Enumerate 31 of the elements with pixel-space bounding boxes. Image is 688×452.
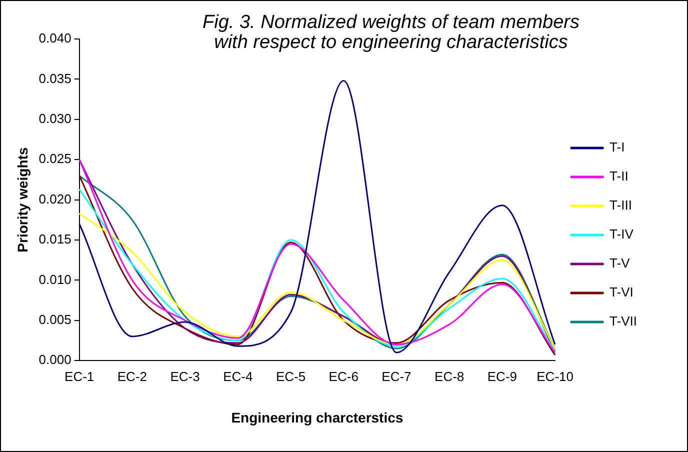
y-tick-label: 0.025 [38,151,72,166]
y-tick-label: 0.020 [38,191,72,206]
y-axis-title: Priority weights [14,147,30,252]
y-tick-label: 0.005 [38,312,72,327]
chart-title: Fig. 3. Normalized weights of team members with respect to engineering characteristics [202,12,580,53]
x-tick-label: EC-7 [382,368,412,384]
y-tick-label: 0.040 [38,30,72,46]
x-tick-label: EC-5 [276,368,306,384]
y-tick-label: 0.015 [38,232,72,247]
y-tick-label: 0.000 [38,352,72,368]
x-axis-title: Engineering charcterstics [231,409,404,426]
legend-label: T-I [610,140,625,155]
legend-label: T-IV [610,226,634,242]
line-series [78,212,556,350]
x-tick-label: EC-6 [328,368,358,384]
legend-label: T-VI [610,284,634,300]
x-tick-label: EC-10 [536,368,574,384]
y-tick-label: 0.010 [38,272,72,287]
y-tick-label: 0.035 [38,70,72,86]
x-tick-label: EC-1 [64,368,94,384]
legend-label: T-III [610,198,632,213]
x-tick-label: EC-2 [117,368,147,384]
legend-label: T-V [610,256,630,271]
legend-label: T-II [610,168,628,184]
legend-label: T-VII [610,314,638,329]
y-tick-label: 0.030 [38,110,72,126]
x-tick-label: EC-8 [434,368,464,384]
x-tick-label: EC-4 [223,368,253,384]
line-series [78,80,556,354]
x-tick-label: EC-9 [487,368,518,384]
x-tick-label: EC-3 [170,368,200,384]
